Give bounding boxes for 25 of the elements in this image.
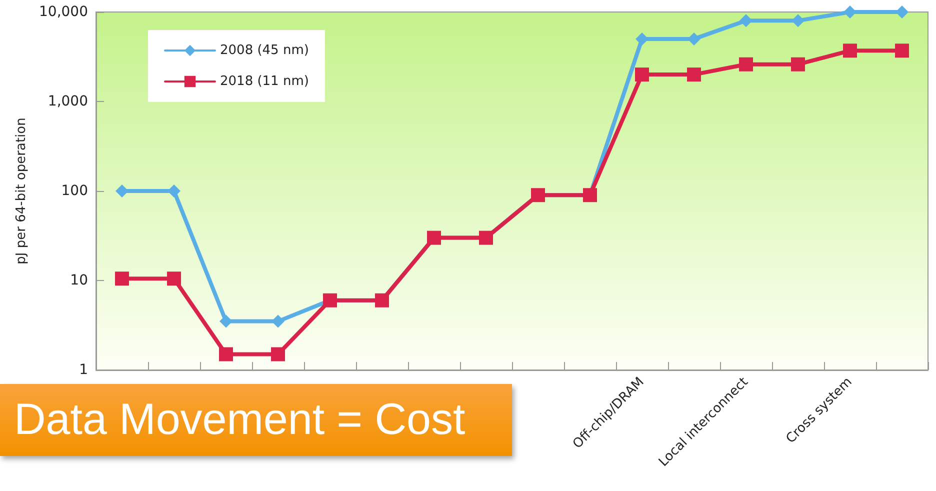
- point: [272, 314, 284, 328]
- y-tick-label: 10,000: [39, 4, 88, 20]
- point: [739, 57, 753, 72]
- point: [687, 68, 701, 82]
- point: [167, 272, 181, 286]
- point: [791, 57, 805, 72]
- point: [636, 32, 648, 46]
- y-tick-label: 1,000: [48, 94, 88, 110]
- point: [271, 347, 285, 362]
- legend-label: 2018 (11 nm): [220, 74, 309, 89]
- point: [843, 44, 857, 58]
- y-axis-title: pJ per 64-bit operation: [14, 118, 29, 264]
- point: [895, 44, 909, 58]
- y-tick-label: 100: [61, 183, 88, 199]
- y-tick-label: 1: [79, 362, 88, 378]
- point: [115, 272, 129, 286]
- text: Data Movement = Cost: [0, 384, 512, 456]
- point: [792, 14, 804, 28]
- point: [688, 32, 700, 46]
- legend-label: 2008 (45 nm): [220, 43, 309, 58]
- point: [740, 14, 752, 28]
- y-tick-label: 10: [70, 272, 88, 288]
- point: [635, 68, 649, 82]
- point: [219, 347, 233, 362]
- point: [220, 314, 232, 328]
